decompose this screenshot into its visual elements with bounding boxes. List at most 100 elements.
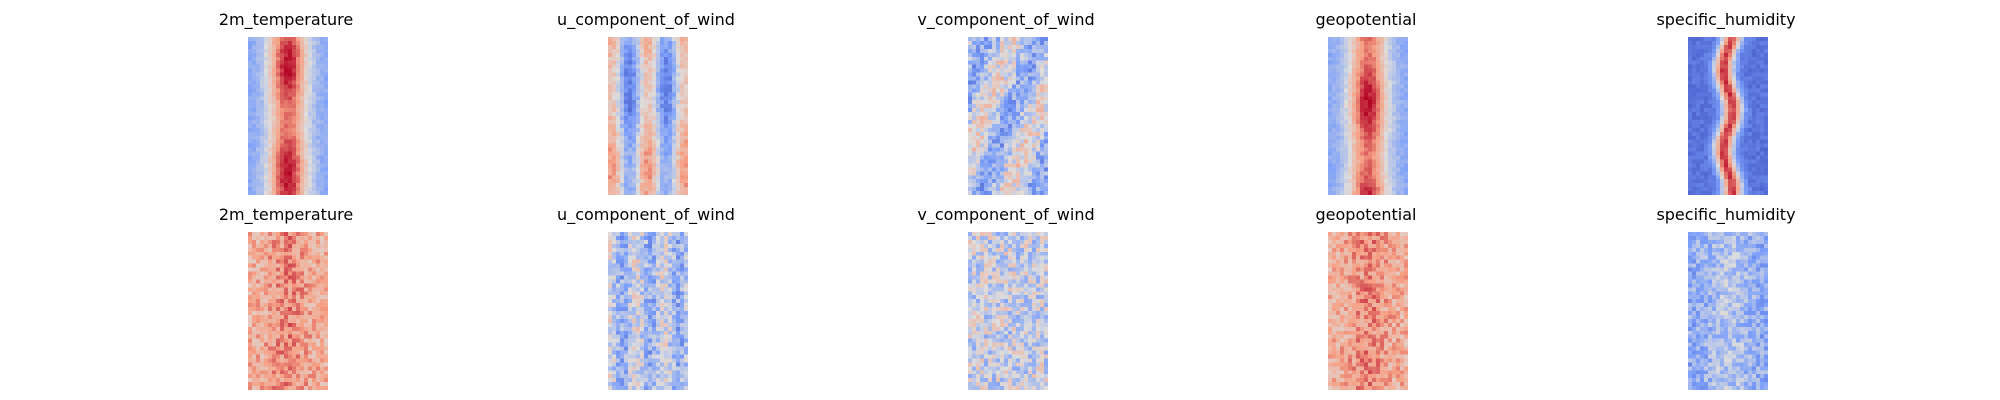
- heatmap-cell: [260, 179, 265, 184]
- heatmap-cell: [984, 171, 989, 176]
- heatmap-cell: [304, 291, 309, 296]
- heatmap-cell: [968, 147, 973, 153]
- heatmap-cell: [636, 48, 641, 54]
- heatmap-cell: [652, 48, 657, 54]
- heatmap-cell: [320, 37, 325, 42]
- heatmap-cell: [1760, 60, 1765, 66]
- heatmap-cell: [684, 163, 688, 168]
- heatmap-cell: [1376, 37, 1381, 42]
- heatmap-cell: [644, 76, 649, 81]
- heatmap-cell: [612, 88, 617, 93]
- heatmap-cell: [1388, 88, 1393, 93]
- heatmap-cell: [1384, 40, 1389, 46]
- heatmap-cell: [1384, 52, 1389, 58]
- heatmap-cell: [248, 112, 253, 117]
- heatmap-cell: [1728, 48, 1733, 54]
- heatmap-cell: [644, 139, 649, 145]
- heatmap-cell: [280, 159, 285, 164]
- heatmap-cell: [1404, 139, 1408, 145]
- heatmap-cell: [624, 243, 629, 249]
- heatmap-cell: [976, 183, 981, 188]
- heatmap-cell: [288, 127, 293, 133]
- heatmap-cell: [1016, 119, 1021, 125]
- heatmap-cell: [628, 191, 633, 195]
- heatmap-cell: [984, 123, 989, 129]
- heatmap-cell: [288, 354, 293, 359]
- heatmap-cell: [304, 362, 309, 367]
- heatmap-cell: [980, 139, 985, 145]
- heatmap-cell: [1396, 163, 1401, 168]
- heatmap-cell: [316, 163, 321, 168]
- heatmap-cell: [1748, 48, 1753, 54]
- heatmap-cell: [980, 151, 985, 156]
- heatmap-cell: [1764, 123, 1768, 129]
- heatmap-cell: [1372, 143, 1377, 149]
- heatmap-cell: [1384, 119, 1389, 125]
- heatmap-cell: [292, 187, 297, 192]
- heatmap-cell: [288, 275, 293, 280]
- heatmap-cell: [1008, 175, 1013, 180]
- heatmap-cell: [256, 159, 261, 164]
- heatmap-cell: [1392, 151, 1397, 156]
- heatmap-cell: [680, 167, 685, 172]
- heatmap-cell: [256, 171, 261, 176]
- heatmap-cell: [1696, 96, 1701, 101]
- heatmap-cell: [276, 143, 281, 149]
- heatmap-cell: [636, 263, 641, 269]
- heatmap-cell: [276, 100, 281, 105]
- heatmap-cell: [252, 76, 257, 81]
- heatmap-cell: [288, 44, 293, 50]
- heatmap-cell: [320, 60, 325, 66]
- heatmap-cell: [1012, 40, 1017, 46]
- heatmap-cell: [252, 60, 257, 66]
- heatmap-cell: [1756, 155, 1761, 160]
- heatmap-cell: [620, 100, 625, 105]
- heatmap-cell: [1372, 92, 1377, 97]
- heatmap-cell: [972, 76, 977, 81]
- heatmap-cell: [1364, 96, 1369, 101]
- heatmap-cell: [252, 131, 257, 137]
- heatmap-cell: [676, 232, 681, 237]
- heatmap-cell: [268, 247, 273, 253]
- heatmap-cell: [656, 235, 661, 241]
- heatmap-cell: [988, 108, 993, 113]
- heatmap-cell: [672, 247, 677, 253]
- heatmap-cell: [304, 60, 309, 66]
- heatmap-cell: [272, 283, 277, 288]
- heatmap-cell: [296, 267, 301, 272]
- heatmap-cell: [620, 255, 625, 261]
- heatmap-cell: [1744, 131, 1749, 137]
- heatmap-cell: [276, 191, 281, 195]
- heatmap-cell: [284, 307, 289, 312]
- heatmap-cell: [1004, 123, 1009, 129]
- heatmap-cell: [1704, 56, 1709, 62]
- heatmap-cell: [1388, 104, 1393, 109]
- heatmap-cell: [252, 187, 257, 192]
- heatmap-cell: [668, 191, 673, 195]
- heatmap-cell: [616, 235, 621, 241]
- heatmap-cell: [676, 56, 681, 62]
- heatmap-cell: [1764, 116, 1768, 121]
- heatmap-cell: [612, 104, 617, 109]
- heatmap-cell: [1396, 104, 1401, 109]
- heatmap-cell: [1348, 108, 1353, 113]
- heatmap-cell: [272, 386, 277, 390]
- heatmap-cell: [296, 135, 301, 141]
- heatmap-cell: [628, 123, 633, 129]
- heatmap-cell: [616, 92, 621, 97]
- heatmap-cell: [312, 104, 317, 109]
- heatmap-cell: [296, 167, 301, 172]
- heatmap-cell: [644, 68, 649, 74]
- heatmap-cell: [248, 386, 253, 390]
- heatmap-cell: [1336, 163, 1341, 168]
- heatmap-cell: [1032, 104, 1037, 109]
- heatmap-cell: [296, 40, 301, 46]
- heatmap-cell: [1760, 151, 1765, 156]
- heatmap-cell: [288, 378, 293, 383]
- heatmap-cell: [612, 175, 617, 180]
- heatmap-cell: [972, 163, 977, 168]
- heatmap-cell: [1728, 112, 1733, 117]
- heatmap-cell: [1756, 167, 1761, 172]
- heatmap-cell: [1340, 76, 1345, 81]
- heatmap-cell: [1352, 123, 1357, 129]
